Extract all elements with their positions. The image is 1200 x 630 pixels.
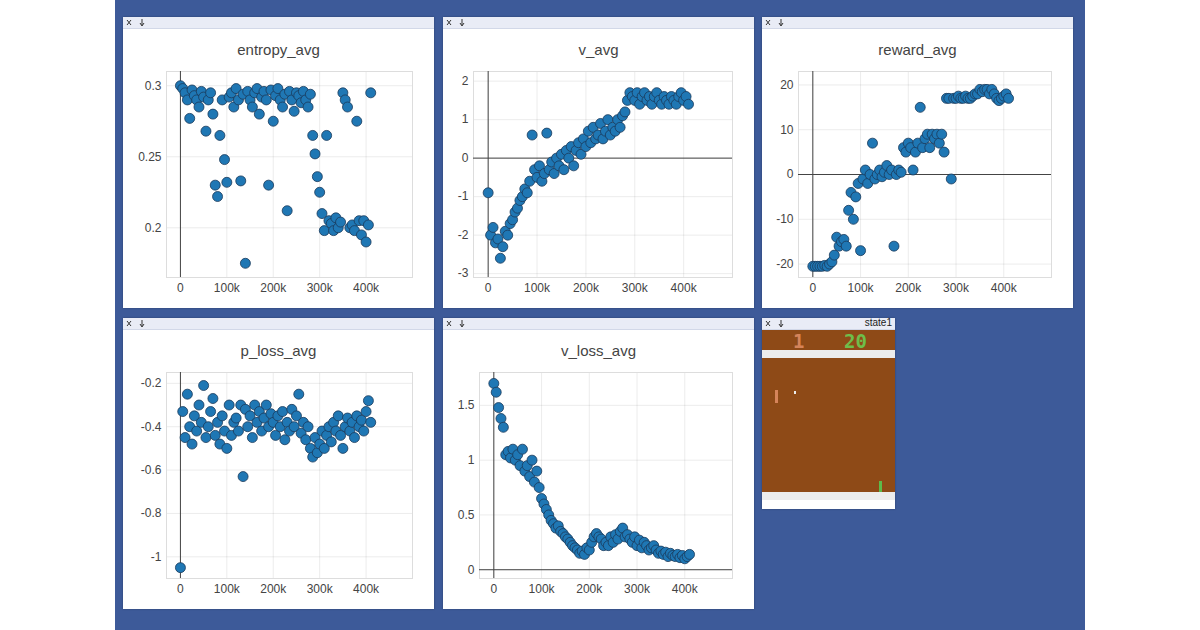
svg-text:400k: 400k xyxy=(991,281,1018,295)
svg-text:0: 0 xyxy=(787,167,794,181)
svg-text:-20: -20 xyxy=(776,257,794,271)
svg-text:-0.8: -0.8 xyxy=(141,506,162,520)
svg-text:0.25: 0.25 xyxy=(138,150,162,164)
svg-text:100k: 100k xyxy=(214,281,241,295)
svg-text:400k: 400k xyxy=(671,281,698,295)
svg-text:1: 1 xyxy=(793,330,804,352)
svg-text:-10: -10 xyxy=(776,212,794,226)
html-text:p_loss_avg: p_loss_avg xyxy=(240,342,317,359)
svg-text:300k: 300k xyxy=(307,582,334,596)
svg-text:2: 2 xyxy=(462,74,469,88)
svg-text:0: 0 xyxy=(468,563,475,577)
svg-text:400k: 400k xyxy=(672,582,699,596)
svg-text:0.3: 0.3 xyxy=(145,79,162,93)
svg-text:0: 0 xyxy=(485,281,492,295)
svg-text:300k: 300k xyxy=(624,582,651,596)
svg-text:200k: 200k xyxy=(573,281,600,295)
svg-text:200k: 200k xyxy=(260,281,287,295)
html-text:state1: state1 xyxy=(864,317,892,328)
svg-text:-1: -1 xyxy=(151,550,162,564)
svg-text:200k: 200k xyxy=(576,582,603,596)
svg-text:200k: 200k xyxy=(895,281,922,295)
svg-text:200k: 200k xyxy=(260,582,287,596)
svg-text:-1: -1 xyxy=(458,189,469,203)
svg-text:20: 20 xyxy=(844,330,867,352)
html-text:v_avg: v_avg xyxy=(578,41,619,58)
svg-text:0: 0 xyxy=(177,582,184,596)
svg-text:100k: 100k xyxy=(529,582,556,596)
svg-text:-0.4: -0.4 xyxy=(141,420,162,434)
svg-text:-0.6: -0.6 xyxy=(141,463,162,477)
html-text:reward_avg: reward_avg xyxy=(878,41,957,58)
svg-text:400k: 400k xyxy=(353,281,380,295)
svg-text:-3: -3 xyxy=(458,266,469,280)
svg-text:1.5: 1.5 xyxy=(458,398,475,412)
svg-text:300k: 300k xyxy=(622,281,649,295)
svg-text:100k: 100k xyxy=(848,281,875,295)
svg-text:100k: 100k xyxy=(524,281,551,295)
svg-text:1: 1 xyxy=(462,112,469,126)
svg-text:-2: -2 xyxy=(458,228,469,242)
html-text:entropy_avg: entropy_avg xyxy=(237,41,320,58)
svg-text:0: 0 xyxy=(177,281,184,295)
svg-text:0: 0 xyxy=(809,281,816,295)
svg-text:0.5: 0.5 xyxy=(458,508,475,522)
svg-text:-0.2: -0.2 xyxy=(141,376,162,390)
svg-text:300k: 300k xyxy=(943,281,970,295)
svg-text:10: 10 xyxy=(780,123,794,137)
svg-text:300k: 300k xyxy=(307,281,334,295)
svg-text:0: 0 xyxy=(490,582,497,596)
svg-text:0.2: 0.2 xyxy=(145,221,162,235)
html-text:v_loss_avg: v_loss_avg xyxy=(561,342,636,359)
svg-text:1: 1 xyxy=(468,453,475,467)
svg-text:20: 20 xyxy=(780,78,794,92)
svg-text:400k: 400k xyxy=(353,582,380,596)
svg-text:0: 0 xyxy=(462,151,469,165)
svg-text:100k: 100k xyxy=(214,582,241,596)
